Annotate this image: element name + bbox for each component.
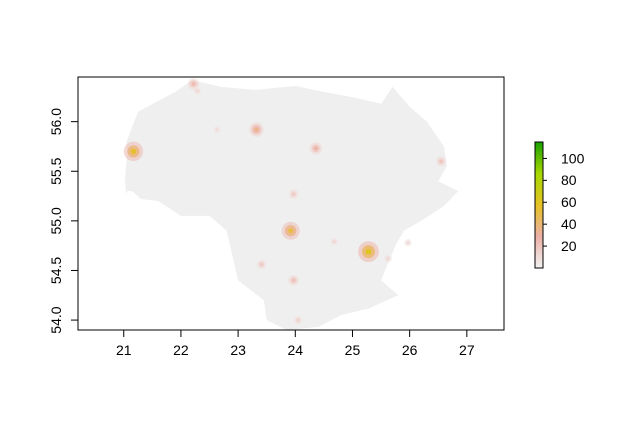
- map-layer: [123, 78, 459, 330]
- raster-hotspot: [436, 156, 447, 167]
- y-tick-label: 55.5: [48, 157, 64, 184]
- colorbar: [534, 141, 544, 269]
- colorbar-legend: 20 40 60 80 100: [534, 141, 585, 269]
- raster-hotspot: [213, 125, 221, 134]
- y-tick-label: 54.0: [48, 306, 64, 333]
- colorbar-tick-label: 80: [561, 172, 577, 188]
- raster-hotspot: [309, 142, 323, 155]
- colorbar-tick-label: 100: [561, 150, 585, 166]
- raster-hotspot: [383, 254, 392, 263]
- raster-hotspot: [288, 275, 299, 286]
- colorbar-tick-label: 60: [561, 194, 577, 210]
- y-axis: 54.0 54.5 55.0 55.5 56.0: [48, 108, 79, 334]
- x-tick-label: 26: [402, 342, 418, 358]
- raster-hotspot: [288, 189, 299, 199]
- raster-hotspot: [330, 237, 339, 246]
- x-tick-label: 27: [459, 342, 475, 358]
- country-raster: [126, 80, 459, 330]
- y-tick-label: 55.0: [48, 207, 64, 234]
- x-tick-label: 23: [230, 342, 246, 358]
- raster-hotspot: [404, 238, 412, 247]
- colorbar-tick-label: 20: [561, 238, 577, 254]
- raster-hotspot: [281, 221, 300, 240]
- raster-hotspot: [249, 122, 264, 137]
- x-tick-label: 24: [287, 342, 303, 358]
- raster-hotspot: [358, 241, 379, 263]
- colorbar-tick-label: 40: [561, 216, 577, 232]
- y-tick-label: 54.5: [48, 257, 64, 284]
- x-tick-label: 21: [116, 342, 132, 358]
- raster-hotspot: [123, 141, 144, 162]
- curonian-spit: [124, 151, 131, 197]
- x-tick-label: 22: [173, 342, 189, 358]
- y-tick-label: 56.0: [48, 108, 64, 135]
- raster-hotspot: [193, 86, 202, 95]
- x-tick-label: 25: [345, 342, 361, 358]
- raster-hotspot: [293, 315, 303, 325]
- raster-hotspot: [256, 259, 267, 270]
- x-axis: 21 22 23 24 25 26 27: [116, 329, 475, 358]
- raster-hotspot: [187, 78, 200, 90]
